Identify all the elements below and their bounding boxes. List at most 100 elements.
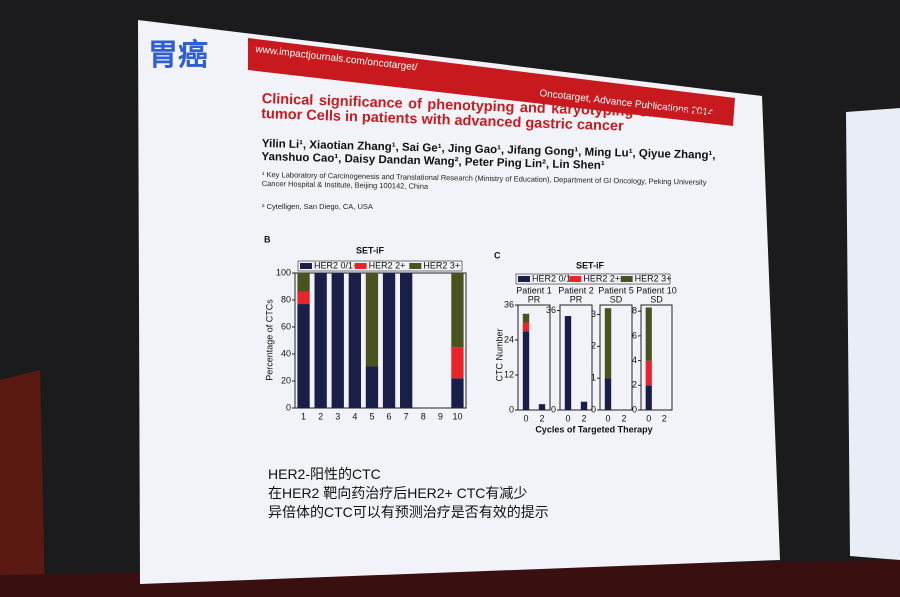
y-tick-label: 24 [504,334,514,344]
stage [0,560,900,597]
legend-swatch [409,263,422,269]
panel-subtitle: PR [528,294,541,304]
y-tick-label: 36 [504,299,514,309]
y-tick-label: 3 [591,309,596,319]
x-tick-label: 4 [352,411,357,421]
x-tick-label: 8 [421,411,426,421]
y-tick-label: 40 [281,348,291,358]
y-tick-label: 8 [632,306,637,316]
y-tick-label: 12 [504,369,514,379]
legend-label: HER2 0/1+ [532,273,576,283]
x-axis-label: Cycles of Targeted Therapy [535,424,652,434]
bar-segment [297,273,310,292]
affiliation: ² Cytelligen, San Diego, CA, USA [262,202,373,211]
x-tick-label: 2 [539,413,544,423]
legend-label: HER2 2+ [583,273,620,283]
bar-segment [451,378,464,408]
x-tick-label: 0 [646,413,651,423]
plot-frame [640,304,673,411]
plot-frame [599,304,633,411]
x-tick-label: 1 [301,411,306,421]
x-tick-label: 7 [404,411,409,421]
x-tick-label: 0 [523,413,528,423]
panel-title: Patient 10 [636,285,677,295]
legend-swatch [300,263,312,269]
x-tick-label: 2 [621,413,626,423]
x-tick-label: 0 [605,413,610,423]
panel-subtitle: PR [570,294,583,304]
y-tick-label: 0 [551,404,556,414]
y-tick-label: 1 [591,373,596,383]
bar-segment [538,404,546,410]
legend-label: HER2 3+ [423,260,460,270]
bar-segment [331,273,344,408]
y-tick-label: 80 [281,294,291,304]
x-tick-label: 10 [452,411,462,421]
x-tick-label: 2 [581,413,586,423]
bar-segment [604,308,612,379]
panel-label: B [264,234,271,244]
y-axis-label: Percentage of CTCs [264,299,274,381]
x-tick-label: 5 [369,411,374,421]
plot-frame [559,304,593,411]
y-tick-label: 0 [632,404,637,414]
x-tick-label: 2 [662,413,667,423]
y-tick-label: 20 [281,375,291,385]
y-tick-label: 0 [509,404,514,414]
plot-frame [294,272,467,409]
legend-label: HER2 0/1+ [314,260,358,270]
bullet: HER2-阳性的CTC [268,466,381,482]
legend-swatch [569,276,582,282]
panel-subtitle: SD [610,294,623,304]
bar-segment [522,313,530,323]
bar-segment [451,347,464,379]
side-screen [846,108,900,560]
legend-label: HER2 3+ [635,273,672,283]
bullet: 异倍体的CTC可以有预测治疗是否有效的提示 [268,504,549,520]
legend-swatch [354,263,367,269]
bullet-list: HER2-阳性的CTC 在HER2 靶向药治疗后HER2+ CTC有减少 异倍体… [268,465,549,522]
y-tick-label: 2 [591,341,596,351]
legend-box [515,273,671,285]
y-tick-label: 0 [591,404,596,414]
bar-segment [522,331,530,410]
y-tick-label: 36 [546,305,556,315]
bar-segment [645,307,652,361]
legend-swatch [518,276,530,282]
chart-title: SET-iF [356,245,385,255]
plot-frame [517,304,551,411]
bar-segment [522,322,530,332]
podium [0,370,45,597]
bar-segment [645,385,652,410]
panel-title: Patient 2 [558,285,594,295]
x-tick-label: 3 [335,411,340,421]
bullet: 在HER2 靶向药治疗后HER2+ CTC有减少 [268,485,528,501]
chart-title: SET-iF [576,260,605,270]
y-tick-label: 6 [632,330,637,340]
bar-segment [451,273,464,348]
y-tick-label: 0 [286,402,291,412]
topic: 胃癌 [148,39,208,72]
y-tick-label: 4 [632,355,637,365]
journal-banner [248,38,735,126]
bar-segment [604,378,612,410]
legend-swatch [620,276,633,282]
bar-segment [564,316,572,410]
bar-segment [348,273,362,408]
bar-segment [297,304,310,408]
y-tick-label: 2 [632,380,637,390]
bar-segment [645,360,652,386]
y-tick-label: 100 [276,267,291,277]
legend-box [297,260,463,272]
bar-segment [314,273,327,408]
x-tick-label: 2 [318,411,323,421]
bar-segment [580,401,588,410]
bar-segment [365,273,379,367]
bar-segment [382,273,396,408]
panel-title: Patient 5 [598,285,634,295]
x-tick-label: 0 [565,413,570,423]
y-tick-label: 60 [281,321,291,331]
legend-label: HER2 2+ [369,260,406,270]
